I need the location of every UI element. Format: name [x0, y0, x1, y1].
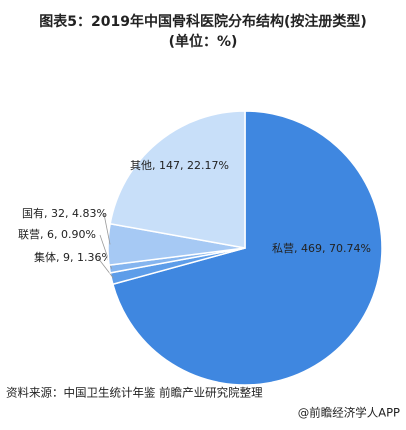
footer: @前瞻经济学人APP — [298, 406, 400, 420]
data-label: 其他, 147, 22.17% — [130, 159, 229, 172]
chart-title: 图表5：2019年中国骨科医院分布结构(按注册类型) — [39, 13, 367, 30]
data-label: 私营, 469, 70.74% — [272, 241, 371, 255]
chart-subtitle: (单位：%) — [169, 33, 238, 50]
source-note: 资料来源：中国卫生统计年鉴 前瞻产业研究院整理 — [6, 386, 263, 400]
leader-line — [103, 213, 111, 245]
pie-slice — [109, 110, 246, 249]
pie-slice — [111, 110, 383, 386]
data-label: 国有, 32, 4.83% — [22, 206, 107, 220]
data-label: 联营, 6, 0.90% — [18, 227, 96, 241]
leader-line — [97, 257, 114, 279]
data-label: 集体, 9, 1.36% — [34, 250, 112, 264]
